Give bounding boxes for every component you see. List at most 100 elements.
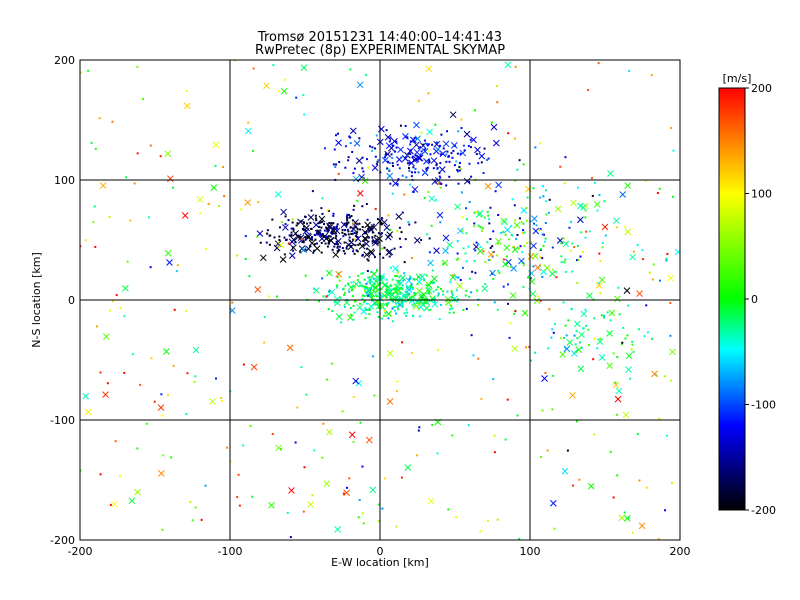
scatter-point-strong (274, 190, 282, 198)
scatter-point-weak (361, 298, 364, 301)
scatter-point-strong (82, 392, 90, 400)
scatter-point-strong (503, 244, 511, 252)
scatter-point-weak (579, 341, 582, 344)
scatter-point-weak (310, 227, 313, 230)
scatter-point-weak (486, 241, 489, 244)
scatter-point-strong (629, 253, 636, 261)
scatter-point-strong (348, 431, 356, 439)
scatter-point-strong (625, 352, 633, 360)
scatter-point-weak (411, 303, 414, 306)
scatter-point-weak (367, 294, 370, 297)
scatter-point-weak (304, 236, 307, 239)
scatter-point-weak (502, 231, 505, 234)
scatter-point-weak (510, 265, 513, 268)
scatter-point-weak (496, 101, 499, 104)
scatter-point-weak (377, 159, 380, 162)
scatter-point-weak (327, 294, 330, 297)
scatter-point-weak (529, 277, 532, 280)
scatter-point-weak (278, 238, 281, 241)
scatter-point-weak (335, 284, 338, 287)
scatter-point-weak (522, 285, 525, 288)
scatter-point-strong (380, 292, 388, 299)
scatter-point-weak (367, 227, 370, 230)
scatter-point-weak (387, 214, 390, 217)
scatter-point-weak (575, 259, 578, 262)
scatter-point-strong (157, 470, 165, 477)
scatter-point-weak (323, 147, 326, 150)
scatter-point-strong (288, 252, 296, 259)
scatter-point-weak (302, 221, 305, 224)
scatter-point-weak (429, 281, 432, 284)
scatter-point-strong (356, 190, 364, 197)
scatter-point-weak (353, 311, 356, 314)
scatter-point-weak (332, 222, 335, 225)
scatter-point-weak (401, 288, 404, 291)
scatter-point-weak (214, 164, 217, 167)
scatter-point-weak (431, 269, 434, 272)
scatter-point-weak (409, 140, 412, 143)
scatter-point-weak (363, 285, 366, 288)
scatter-point-weak (300, 219, 303, 222)
scatter-point-weak (429, 308, 432, 311)
scatter-point-weak (359, 421, 362, 424)
scatter-point-weak (537, 295, 540, 298)
scatter-point-weak (417, 171, 420, 174)
scatter-point-weak (450, 152, 453, 155)
scatter-point-weak (425, 168, 428, 171)
scatter-point-weak (516, 234, 519, 237)
scatter-point-weak (404, 296, 407, 299)
scatter-point-weak (280, 447, 283, 450)
scatter-point-weak (364, 317, 367, 320)
scatter-point-weak (388, 161, 391, 164)
scatter-point-weak (384, 154, 387, 157)
x-tick-label: -200 (68, 545, 93, 558)
scatter-point-weak (518, 537, 521, 540)
scatter-point-weak (658, 279, 661, 282)
scatter-point-weak (442, 293, 445, 296)
scatter-point-weak (317, 233, 320, 236)
scatter-point-weak (439, 153, 442, 156)
scatter-point-strong (442, 247, 449, 255)
scatter-point-weak (438, 318, 441, 321)
scatter-point-weak (304, 238, 307, 241)
scatter-point-strong (451, 295, 458, 303)
scatter-point-weak (411, 155, 414, 158)
scatter-point-weak (302, 225, 305, 228)
scatter-point-weak (664, 509, 667, 512)
scatter-point-weak (601, 242, 604, 245)
scatter-point-weak (335, 234, 338, 237)
scatter-point-weak (314, 214, 317, 217)
scatter-point-weak (387, 288, 390, 291)
scatter-point-strong (442, 140, 450, 148)
scatter-point-weak (364, 286, 367, 289)
scatter-point-weak (347, 221, 350, 224)
grid-lines (80, 60, 680, 540)
scatter-point-weak (385, 288, 388, 291)
scatter-point-weak (371, 231, 374, 234)
scatter-point-weak (313, 243, 316, 246)
scatter-point-strong (619, 191, 627, 198)
scatter-point-weak (426, 298, 429, 301)
scatter-point-weak (388, 169, 391, 172)
scatter-point-weak (399, 124, 402, 127)
scatter-point-weak (504, 233, 507, 236)
scatter-point-strong (340, 221, 348, 229)
scatter-point-weak (387, 160, 390, 163)
scatter-point-weak (395, 312, 398, 315)
scatter-point-weak (418, 297, 421, 300)
scatter-point-weak (424, 297, 427, 300)
colorbar-tick-label: -200 (751, 504, 776, 517)
scatter-point-weak (451, 307, 454, 310)
scatter-point-weak (587, 328, 590, 331)
scatter-point-weak (352, 172, 355, 175)
scatter-point-weak (430, 224, 433, 227)
scatter-point-strong (361, 228, 369, 236)
scatter-point-strong (667, 274, 674, 282)
scatter-point-weak (363, 299, 366, 302)
scatter-point-weak (427, 92, 430, 95)
scatter-point-weak (430, 299, 433, 302)
scatter-point-weak (436, 452, 439, 455)
scatter-point-strong (353, 139, 361, 147)
scatter-point-strong (290, 244, 297, 252)
scatter-point-weak (455, 516, 458, 519)
